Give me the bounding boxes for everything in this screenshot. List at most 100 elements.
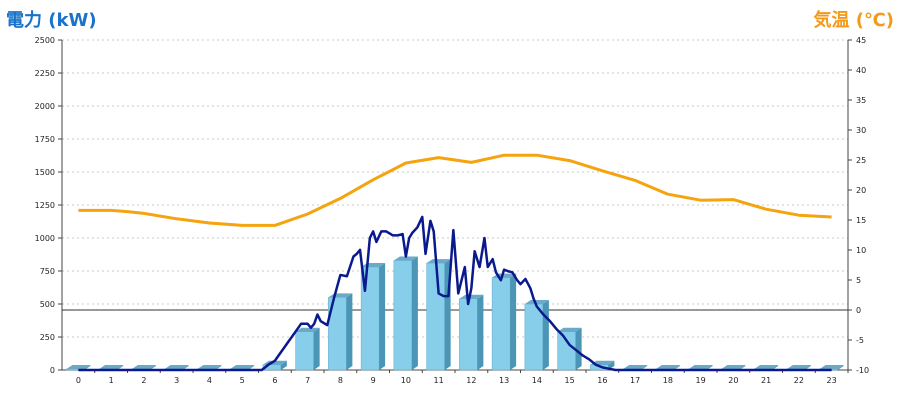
left-tick-label: 2000 [35, 102, 55, 111]
bar [459, 294, 484, 371]
bar-side [837, 365, 844, 370]
gridlines [62, 39, 848, 338]
bar-side [346, 293, 353, 370]
x-tick-label: 13 [499, 376, 509, 385]
bar [426, 259, 451, 371]
bar-top [688, 365, 713, 369]
right-tick-label: 10 [856, 246, 866, 255]
bar-front [557, 331, 576, 371]
bar-front [524, 303, 544, 371]
left-tick-labels: 0 250 500 750 1000 1250 1500 1750 2000 2250 2500 [35, 36, 62, 375]
bar-top [393, 256, 418, 261]
x-tick-label: 1 [109, 376, 114, 385]
bar-top [557, 327, 582, 332]
bar-front [459, 298, 478, 371]
x-tick-label: 2 [141, 376, 146, 385]
right-tick-labels: -10 -5 0 5 10 15 20 25 30 35 40 45 [848, 36, 869, 375]
right-tick-label: 35 [856, 96, 866, 105]
bar-top [295, 327, 320, 332]
bar-top [786, 365, 811, 369]
bar-side [575, 327, 582, 370]
bar-top [99, 365, 124, 369]
right-tick-label: 30 [856, 126, 866, 135]
bar-top [131, 365, 156, 369]
x-tick-label: 9 [371, 376, 376, 385]
bar-top [623, 365, 648, 369]
bar [491, 273, 517, 371]
right-tick-label: 20 [856, 186, 866, 195]
bar-top [459, 294, 484, 299]
x-tick-label: 8 [338, 376, 343, 385]
bar [393, 256, 418, 371]
right-axis-title: 気温 (℃) [813, 10, 894, 31]
right-tick-label: 15 [856, 216, 866, 225]
x-tick-label: 21 [761, 376, 771, 385]
x-tick-labels: 0 1 2 3 4 5 6 7 8 9 10 11 12 13 14 15 16 17 18 19 20 21 22 23 [76, 370, 849, 385]
temperature-line [78, 153, 832, 227]
left-tick-label: 0 [50, 366, 55, 375]
x-tick-label: 14 [532, 376, 542, 385]
left-axis-title: 電力 (kW) [6, 10, 97, 31]
left-tick-label: 2500 [35, 36, 55, 45]
bar-side [542, 300, 549, 370]
left-tick-label: 1500 [35, 168, 55, 177]
x-tick-label: 20 [728, 376, 738, 385]
left-tick-label: 500 [40, 300, 55, 309]
x-tick-label: 19 [696, 376, 706, 385]
left-tick-label: 750 [40, 267, 55, 276]
bar-front [295, 331, 314, 371]
x-tick-label: 22 [794, 376, 804, 385]
bar-side [510, 273, 517, 370]
bar-top [164, 365, 189, 369]
bar-top [754, 365, 779, 369]
bar-top [197, 365, 222, 369]
bar-front [426, 262, 445, 371]
right-tick-label: -10 [856, 366, 869, 375]
x-tick-label: 10 [401, 376, 411, 385]
bar-top [655, 365, 680, 369]
x-tick-label: 15 [565, 376, 575, 385]
bar-side [379, 263, 386, 370]
bar-side [313, 327, 320, 370]
right-tick-label: 25 [856, 156, 866, 165]
bar-top [721, 365, 746, 369]
x-tick-label: 4 [207, 376, 212, 385]
left-tick-label: 1750 [35, 135, 55, 144]
bar [557, 327, 582, 371]
x-tick-label: 0 [76, 376, 81, 385]
x-tick-label: 23 [827, 376, 837, 385]
x-tick-label: 18 [663, 376, 673, 385]
bar-front [491, 277, 511, 371]
x-tick-label: 16 [597, 376, 607, 385]
bar-top [230, 365, 255, 369]
bar [524, 300, 549, 371]
x-tick-label: 6 [272, 376, 277, 385]
x-tick-label: 12 [466, 376, 476, 385]
left-tick-label: 250 [40, 333, 55, 342]
bar-side [411, 256, 418, 370]
x-tick-label: 3 [174, 376, 179, 385]
right-tick-label: 0 [856, 306, 861, 315]
x-tick-label: 7 [305, 376, 310, 385]
right-tick-label: 40 [856, 66, 866, 75]
right-tick-label: 45 [856, 36, 866, 45]
bar-series [66, 256, 844, 371]
right-tick-label: 5 [856, 276, 861, 285]
left-tick-label: 1000 [35, 234, 55, 243]
bar-side [477, 294, 484, 370]
left-tick-label: 2250 [35, 69, 55, 78]
bar [295, 327, 320, 371]
bar-top [524, 300, 549, 304]
x-tick-label: 11 [434, 376, 444, 385]
bar-top [819, 365, 844, 369]
x-tick-label: 5 [240, 376, 245, 385]
x-tick-label: 17 [630, 376, 640, 385]
right-tick-label: -5 [856, 336, 864, 345]
bar-front [393, 260, 413, 371]
bar-side [280, 360, 287, 370]
power-line [78, 215, 832, 372]
bar-top [66, 365, 91, 369]
bar-top [426, 259, 451, 264]
